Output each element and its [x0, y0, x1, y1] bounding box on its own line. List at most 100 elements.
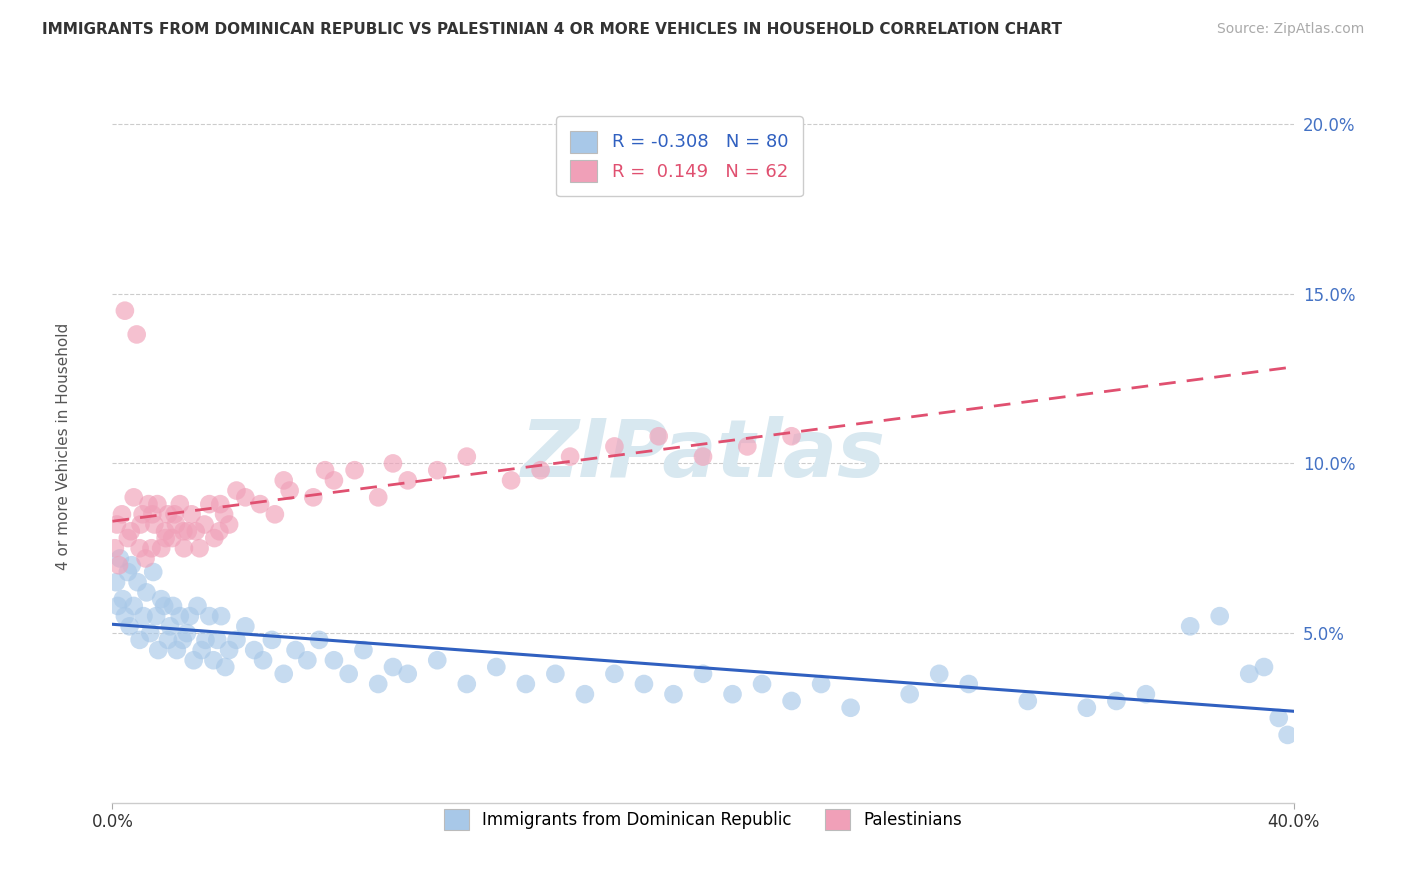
Point [156, 508, 179, 522]
Point [143, 517, 166, 532]
Point [150, 592, 173, 607]
Point [297, 653, 319, 667]
Point [1253, 660, 1275, 674]
Point [111, 592, 134, 607]
Point [225, 483, 247, 498]
Point [396, 474, 419, 488]
Point [456, 450, 478, 464]
Point [367, 677, 389, 691]
Point [898, 687, 921, 701]
Point [603, 666, 626, 681]
Point [129, 517, 152, 532]
Point [839, 700, 862, 714]
Point [810, 677, 832, 691]
Point [225, 632, 247, 647]
Point [721, 687, 744, 701]
Point [202, 531, 225, 545]
Point [122, 491, 145, 505]
Point [928, 666, 950, 681]
Point [1076, 700, 1098, 714]
Point [273, 666, 295, 681]
Point [153, 524, 176, 539]
Point [173, 541, 195, 556]
Point [278, 483, 301, 498]
Point [169, 609, 191, 624]
Point [243, 643, 266, 657]
Point [180, 508, 202, 522]
Point [337, 666, 360, 681]
Point [179, 609, 201, 624]
Point [198, 609, 221, 624]
Point [751, 677, 773, 691]
Point [957, 677, 980, 691]
Point [426, 463, 449, 477]
Point [302, 491, 325, 505]
Point [169, 497, 191, 511]
Point [108, 558, 131, 573]
Point [122, 599, 145, 613]
Point [529, 463, 551, 477]
Point [1239, 666, 1261, 681]
Text: 4 or more Vehicles in Household: 4 or more Vehicles in Household [56, 322, 70, 570]
Point [198, 497, 221, 511]
Point [108, 551, 131, 566]
Point [194, 632, 217, 647]
Point [172, 524, 194, 539]
Point [209, 497, 232, 511]
Point [426, 653, 449, 667]
Point [135, 551, 157, 566]
Point [233, 619, 256, 633]
Point [273, 474, 295, 488]
Point [560, 450, 582, 464]
Point [128, 632, 150, 647]
Point [188, 541, 211, 556]
Point [218, 643, 240, 657]
Point [117, 565, 139, 579]
Point [209, 609, 232, 624]
Point [485, 660, 508, 674]
Point [114, 303, 136, 318]
Point [323, 653, 346, 667]
Point [260, 632, 283, 647]
Point [118, 619, 141, 633]
Point [162, 599, 184, 613]
Point [1180, 619, 1202, 633]
Point [186, 599, 208, 613]
Point [367, 491, 389, 505]
Point [117, 531, 139, 545]
Point [501, 474, 523, 488]
Point [131, 508, 153, 522]
Point [121, 558, 143, 573]
Point [544, 666, 567, 681]
Point [150, 541, 173, 556]
Point [456, 677, 478, 691]
Point [692, 666, 714, 681]
Point [148, 643, 170, 657]
Point [160, 531, 183, 545]
Point [207, 632, 229, 647]
Point [603, 439, 626, 453]
Point [159, 619, 181, 633]
Point [146, 497, 169, 511]
Point [142, 565, 165, 579]
Point [308, 632, 330, 647]
Point [1105, 694, 1128, 708]
Point [208, 524, 231, 539]
Point [114, 609, 136, 624]
Point [107, 599, 129, 613]
Point [135, 585, 157, 599]
Point [166, 643, 188, 657]
Point [323, 474, 346, 488]
Point [574, 687, 596, 701]
Point [692, 450, 714, 464]
Point [396, 666, 419, 681]
Point [184, 524, 207, 539]
Point [128, 541, 150, 556]
Point [155, 531, 177, 545]
Point [105, 575, 128, 590]
Point [382, 457, 405, 471]
Point [165, 517, 187, 532]
Point [233, 491, 256, 505]
Point [218, 517, 240, 532]
Point [1135, 687, 1157, 701]
